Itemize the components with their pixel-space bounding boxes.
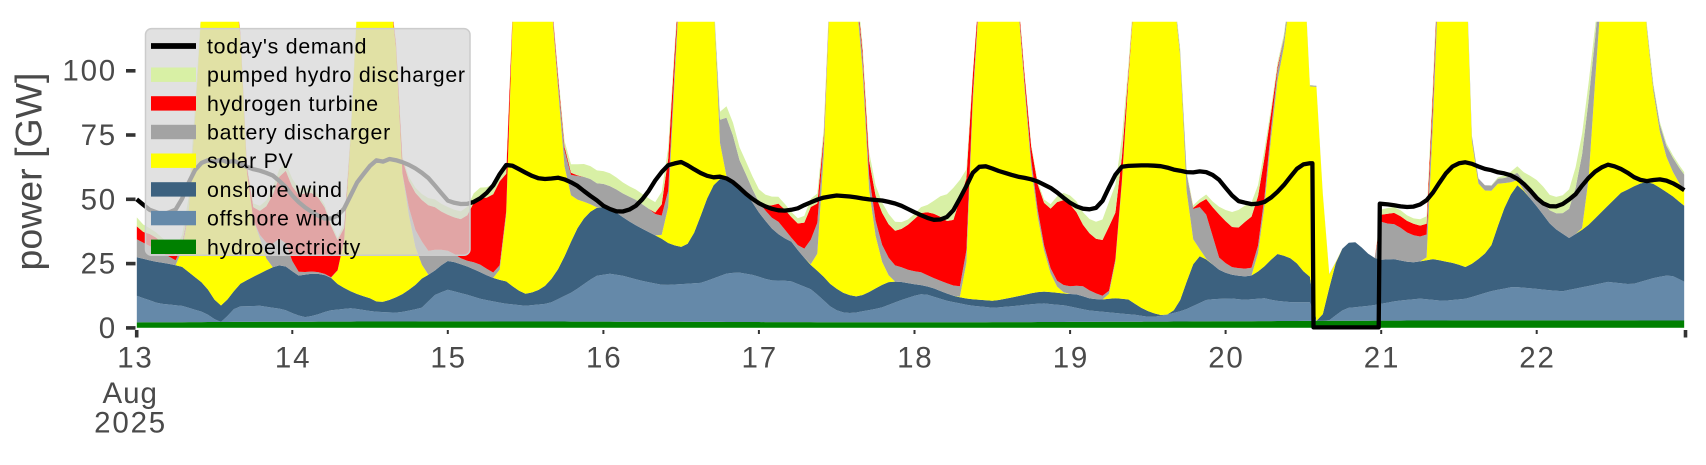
svg-text:today's demand: today's demand (207, 35, 367, 59)
svg-text:22: 22 (1519, 342, 1555, 375)
svg-text:50: 50 (81, 183, 117, 216)
svg-text:19: 19 (1053, 342, 1089, 375)
svg-text:onshore wind: onshore wind (207, 178, 343, 202)
svg-text:2025: 2025 (94, 407, 167, 440)
svg-text:13: 13 (117, 342, 153, 375)
svg-text:17: 17 (741, 342, 777, 375)
svg-text:Aug: Aug (102, 377, 158, 410)
svg-text:100: 100 (62, 55, 117, 88)
svg-text:21: 21 (1364, 342, 1400, 375)
svg-text:75: 75 (81, 119, 117, 152)
svg-text:pumped hydro discharger: pumped hydro discharger (207, 63, 466, 87)
svg-text:20: 20 (1208, 342, 1244, 375)
svg-text:18: 18 (897, 342, 933, 375)
svg-text:hydroelectricity: hydroelectricity (207, 235, 361, 259)
svg-text:battery discharger: battery discharger (207, 121, 391, 145)
svg-text:25: 25 (81, 248, 117, 281)
svg-text:solar PV: solar PV (207, 149, 294, 173)
svg-text:power [GW]: power [GW] (8, 73, 50, 271)
svg-text:0: 0 (99, 312, 117, 345)
svg-text:15: 15 (430, 342, 466, 375)
svg-text:16: 16 (586, 342, 622, 375)
svg-text:offshore wind: offshore wind (207, 207, 343, 231)
svg-text:hydrogen turbine: hydrogen turbine (207, 92, 379, 116)
svg-text:14: 14 (275, 342, 311, 375)
